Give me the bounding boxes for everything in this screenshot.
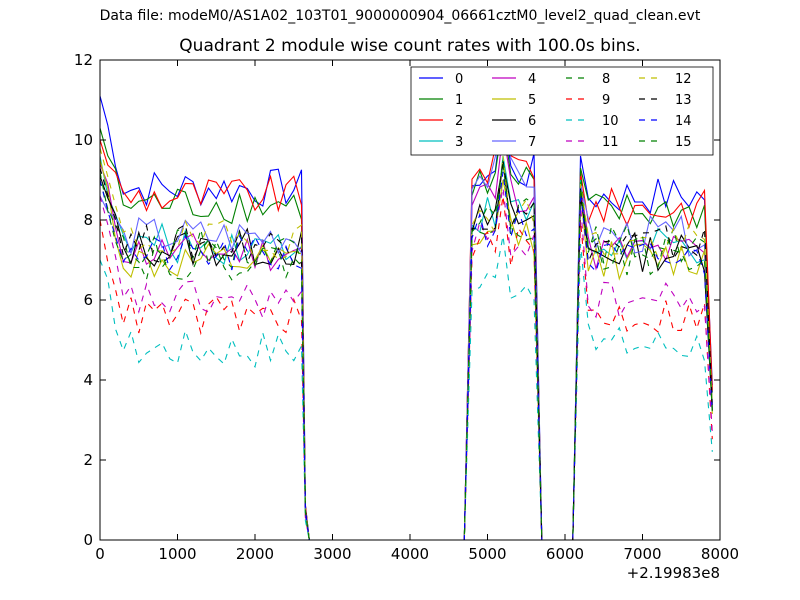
legend-label-8: 8 — [602, 72, 610, 87]
legend-label-14: 14 — [675, 114, 692, 129]
figure-title: Data file: modeM0/AS1A02_103T01_90000009… — [99, 8, 701, 24]
legend-label-3: 3 — [455, 135, 463, 150]
chart-title: Quadrant 2 module wise count rates with … — [179, 36, 641, 56]
x-tick-label: 8000 — [701, 545, 739, 563]
y-tick-label: 2 — [83, 451, 93, 469]
legend-label-6: 6 — [528, 114, 536, 129]
x-tick-label: 5000 — [468, 545, 506, 563]
x-offset-label: +2.19983e8 — [627, 564, 720, 582]
legend-label-1: 1 — [455, 93, 463, 108]
legend-label-2: 2 — [455, 114, 463, 129]
y-tick-label: 4 — [83, 371, 93, 389]
y-tick-label: 6 — [83, 291, 93, 309]
series-line-12 — [99, 147, 713, 541]
legend-label-7: 7 — [528, 135, 536, 150]
legend-label-13: 13 — [675, 93, 692, 108]
x-tick-label: 6000 — [546, 545, 584, 563]
legend-label-10: 10 — [602, 114, 619, 129]
x-tick-label: 2000 — [236, 545, 274, 563]
x-tick-label: 7000 — [623, 545, 661, 563]
legend-box — [410, 66, 714, 156]
y-tick-label: 10 — [74, 131, 93, 149]
legend-label-9: 9 — [602, 93, 610, 108]
legend-label-11: 11 — [602, 135, 619, 150]
tick-layer: 0 1000 2000 3000 4000 5000 6000 7000 80000246810… — [74, 51, 739, 563]
series-line-10 — [99, 235, 713, 541]
x-tick-label: 0 — [95, 545, 105, 563]
x-tick-label: 1000 — [158, 545, 196, 563]
x-tick-label: 3000 — [313, 545, 351, 563]
y-tick-label: 8 — [83, 211, 93, 229]
y-tick-label: 0 — [83, 531, 93, 549]
legend-label-4: 4 — [528, 72, 536, 87]
legend-label-0: 0 — [455, 72, 463, 87]
x-tick-label: 4000 — [391, 545, 429, 563]
legend-label-5: 5 — [528, 93, 536, 108]
y-tick-label: 12 — [74, 51, 93, 69]
legend-label-15: 15 — [675, 135, 692, 150]
legend-label-12: 12 — [675, 72, 692, 87]
